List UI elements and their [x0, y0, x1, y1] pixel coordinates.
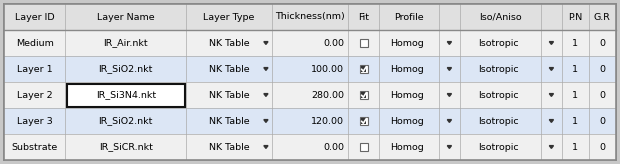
Bar — [360, 65, 368, 73]
Text: Homog: Homog — [391, 116, 424, 125]
Text: 0: 0 — [600, 39, 605, 48]
Text: Layer 3: Layer 3 — [17, 116, 53, 125]
Text: P.N: P.N — [568, 12, 582, 21]
Polygon shape — [549, 120, 554, 122]
Text: 1: 1 — [572, 143, 578, 152]
Text: G.R: G.R — [594, 12, 611, 21]
Text: Fit: Fit — [358, 12, 370, 21]
Bar — [360, 117, 368, 125]
Text: Thickness(nm): Thickness(nm) — [275, 12, 345, 21]
Polygon shape — [447, 120, 451, 122]
Bar — [4, 30, 616, 56]
Text: NK Table: NK Table — [209, 143, 249, 152]
Bar — [361, 118, 366, 124]
Text: IR_SiCR.nkt: IR_SiCR.nkt — [99, 143, 153, 152]
Text: 0.00: 0.00 — [323, 143, 344, 152]
Text: 1: 1 — [572, 91, 578, 100]
Bar — [361, 66, 366, 72]
Polygon shape — [264, 146, 268, 148]
Text: 1: 1 — [572, 116, 578, 125]
Text: Medium: Medium — [16, 39, 53, 48]
Text: Layer 1: Layer 1 — [17, 64, 53, 73]
Polygon shape — [264, 42, 268, 44]
Text: 280.00: 280.00 — [311, 91, 344, 100]
Polygon shape — [264, 120, 268, 122]
Text: NK Table: NK Table — [209, 116, 249, 125]
Polygon shape — [447, 68, 451, 70]
Bar — [67, 83, 185, 106]
Text: IR_SiO2.nkt: IR_SiO2.nkt — [99, 64, 153, 73]
Bar — [360, 39, 368, 47]
Polygon shape — [447, 94, 451, 96]
Text: Homog: Homog — [391, 91, 424, 100]
Text: Layer Type: Layer Type — [203, 12, 255, 21]
Text: IR_Air.nkt: IR_Air.nkt — [104, 39, 148, 48]
Bar — [4, 56, 616, 82]
Text: 0.00: 0.00 — [323, 39, 344, 48]
Text: Isotropic: Isotropic — [478, 143, 519, 152]
Text: Substrate: Substrate — [12, 143, 58, 152]
Text: Isotropic: Isotropic — [478, 116, 519, 125]
Polygon shape — [549, 42, 554, 44]
Bar — [360, 91, 368, 99]
Polygon shape — [264, 94, 268, 96]
Text: 0: 0 — [600, 64, 605, 73]
Text: Isotropic: Isotropic — [478, 64, 519, 73]
Polygon shape — [549, 146, 554, 148]
Text: 1: 1 — [572, 64, 578, 73]
Bar — [4, 82, 616, 108]
Text: 1: 1 — [572, 39, 578, 48]
Text: Isotropic: Isotropic — [478, 39, 519, 48]
Bar — [4, 134, 616, 160]
Text: NK Table: NK Table — [209, 64, 249, 73]
Bar — [360, 143, 368, 151]
Text: NK Table: NK Table — [209, 91, 249, 100]
Text: Homog: Homog — [391, 64, 424, 73]
Bar — [4, 108, 616, 134]
Text: Homog: Homog — [391, 143, 424, 152]
Bar — [4, 4, 616, 30]
Polygon shape — [549, 94, 554, 96]
Text: Profile: Profile — [394, 12, 424, 21]
Text: Homog: Homog — [391, 39, 424, 48]
Text: 100.00: 100.00 — [311, 64, 344, 73]
Text: 0: 0 — [600, 143, 605, 152]
Text: 0: 0 — [600, 116, 605, 125]
Polygon shape — [549, 68, 554, 70]
Text: IR_Si3N4.nkt: IR_Si3N4.nkt — [95, 91, 156, 100]
Text: NK Table: NK Table — [209, 39, 249, 48]
Polygon shape — [447, 42, 451, 44]
Text: 0: 0 — [600, 91, 605, 100]
Polygon shape — [264, 68, 268, 70]
Text: 120.00: 120.00 — [311, 116, 344, 125]
Text: Iso/Aniso: Iso/Aniso — [479, 12, 521, 21]
Bar — [361, 92, 366, 98]
Text: Layer ID: Layer ID — [15, 12, 55, 21]
Text: IR_SiO2.nkt: IR_SiO2.nkt — [99, 116, 153, 125]
Text: Layer Name: Layer Name — [97, 12, 154, 21]
Text: Layer 2: Layer 2 — [17, 91, 53, 100]
Polygon shape — [447, 146, 451, 148]
Text: Isotropic: Isotropic — [478, 91, 519, 100]
